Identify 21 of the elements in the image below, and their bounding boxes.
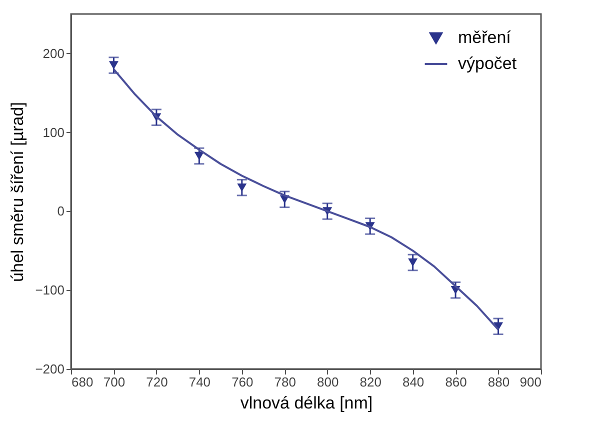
- x-tick-label: 780: [274, 374, 296, 390]
- y-tick-label: 200: [42, 46, 64, 61]
- y-tick-label: −100: [35, 282, 64, 298]
- y-tick-label: 100: [42, 124, 64, 140]
- x-tick-label: 720: [146, 374, 168, 390]
- x-tick-label: 840: [402, 374, 424, 390]
- x-tick-label: 800: [317, 374, 339, 390]
- x-tick-label: 700: [103, 374, 126, 390]
- x-tick-label: 880: [488, 374, 510, 390]
- y-tick-label: 0: [57, 204, 64, 219]
- x-axis-title: vlnová délka [nm]: [240, 394, 373, 412]
- x-tick-label: 900: [520, 374, 542, 390]
- y-axis-title: úhel směru šíření [µrad]: [8, 102, 28, 282]
- legend-label: výpočet: [458, 54, 517, 73]
- x-tick-label: 760: [232, 374, 254, 390]
- legend-label: měření: [458, 28, 512, 47]
- x-tick-label: 680: [72, 374, 94, 390]
- x-tick-label: 740: [188, 374, 211, 390]
- x-tick-label: 860: [445, 374, 467, 390]
- x-tick-label: 820: [360, 374, 382, 390]
- y-tick-label: −200: [35, 362, 64, 376]
